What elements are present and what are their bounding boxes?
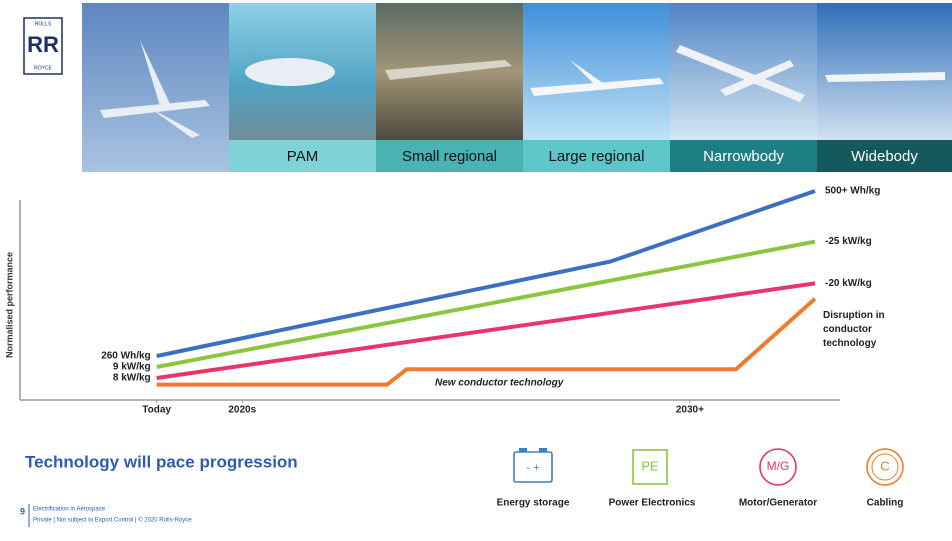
icon-label: Power Electronics [609,498,696,509]
segment-cell [817,140,952,172]
aircraft-illustration [825,72,945,82]
logo-bottom: ROYCE [34,65,52,71]
end-label: Disruption in conductor technology [823,309,885,349]
segment-label: Narrowbody [703,148,784,165]
segment-label: Small regional [402,148,497,165]
logo-frame [23,17,63,75]
icon-shape [759,448,797,486]
icon-shape [632,449,668,485]
aircraft-illustration [676,45,805,102]
page-number: 9 [20,506,25,516]
icon-label: Energy storage [497,498,570,509]
aircraft-illustration [245,58,335,86]
icon-cabling: C [866,448,904,486]
segment-label: Widebody [851,148,918,165]
icon-energy-storage: - + [513,448,553,483]
aircraft-illustration [530,60,664,96]
end-label-box: Disruption in conductor technology [823,309,885,349]
x-tick-label: 2030+ [676,405,704,416]
summary-title: Technology will pace progression [25,452,298,471]
series-line [156,297,817,387]
end-label: -25 kW/kg [825,236,872,247]
icon-symbol: M/G [767,459,790,473]
icon-shape [871,453,899,481]
icon-label: Cabling [867,498,904,509]
icon-symbol: - + [526,462,539,474]
chart: Normalised performance Today 2020s 2030+ 26… [4,186,885,416]
start-label: 9 kW/kg [113,362,151,373]
segment-label: PAM [287,148,318,165]
icon-symbol: C [880,458,889,473]
start-label: 260 Wh/kg [101,351,150,362]
logo-top: ROLLS [35,21,52,27]
aircraft-illustration [100,40,210,138]
icon-motor-generator: M/G [759,448,797,486]
series-line [156,281,816,380]
icon-shape [539,448,547,452]
segment-cell [670,140,817,172]
segment-band: PAM Small regional Large regional Narrowbod… [229,140,952,172]
start-label: 8 kW/kg [113,373,151,384]
icon-label: Motor/Generator [739,498,817,509]
icon-shape [866,448,904,486]
segment-cell [229,140,376,172]
segment-cell [376,140,523,172]
logo: ROLLS RR ROYCE [23,17,63,75]
series-line [156,239,816,369]
footer-line: Private | Not subject to Export Control … [33,517,192,524]
x-tick-label: Today [142,405,171,416]
image-panel [523,3,670,140]
x-tick-label: 2020s [228,405,256,416]
aircraft-illustration [385,60,512,80]
footer-line: Electrification in Aerospace [33,507,106,513]
segment-label: Large regional [549,148,645,165]
segment-cell [523,140,670,172]
annotation: New conductor technology [435,378,564,389]
end-label: 500+ Wh/kg [825,186,880,197]
icon-power-electronics: PE [632,449,668,485]
image-panel [817,3,952,140]
icon-shape [513,451,553,483]
y-axis-label: Normalised performance [4,252,14,358]
logo-mark: RR [27,32,59,57]
icon-shape [519,448,527,452]
icon-symbol: PE [641,458,659,473]
series-line [156,189,816,358]
end-label: -20 kW/kg [825,278,872,289]
